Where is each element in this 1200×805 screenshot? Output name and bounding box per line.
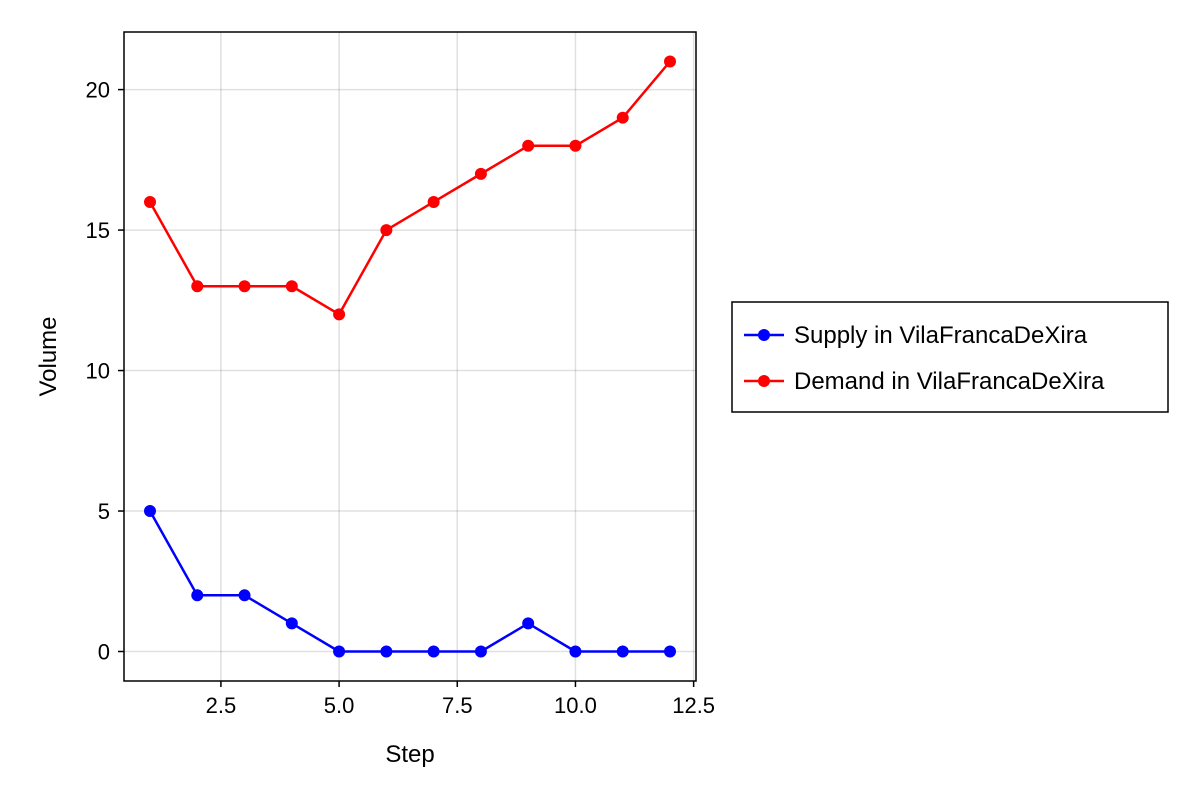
data-point <box>427 645 440 658</box>
data-point <box>285 280 298 293</box>
data-point <box>616 645 629 658</box>
series-layer <box>144 55 676 658</box>
data-point <box>522 617 535 630</box>
data-point <box>616 111 629 124</box>
legend-label: Supply in VilaFrancaDeXira <box>794 322 1088 349</box>
x-tick-label: 7.5 <box>442 693 473 718</box>
data-point <box>144 505 156 518</box>
data-point <box>238 280 251 293</box>
ticks: 2.5 5.0 7.5 10.0 12.5 0 5 10 15 20 <box>86 78 716 718</box>
data-point <box>427 195 440 208</box>
y-tick-label: 0 <box>98 640 110 665</box>
data-point <box>569 645 582 658</box>
x-tick-label: 10.0 <box>554 693 597 718</box>
data-point <box>191 280 204 293</box>
data-point <box>333 308 346 321</box>
x-tick-label: 12.5 <box>672 693 715 718</box>
data-point <box>664 645 676 658</box>
legend: Supply in VilaFrancaDeXira Demand in Vila… <box>731 301 1169 413</box>
legend-item: Supply in VilaFrancaDeXira <box>744 322 1088 349</box>
y-tick-label: 20 <box>86 78 110 103</box>
data-point <box>474 167 487 180</box>
data-point <box>285 617 298 630</box>
series-1 <box>144 55 676 321</box>
y-tick-label: 10 <box>86 359 110 384</box>
data-point <box>664 55 676 68</box>
data-point <box>522 139 535 152</box>
data-point <box>474 645 487 658</box>
data-point <box>238 589 251 602</box>
series-0 <box>144 505 676 658</box>
series-line <box>148 60 671 316</box>
data-point <box>380 645 393 658</box>
legend-box <box>731 301 1169 413</box>
legend-swatch-marker <box>758 375 770 387</box>
y-tick-label: 5 <box>98 499 110 524</box>
legend-item: Demand in VilaFrancaDeXira <box>744 368 1105 395</box>
x-axis-label: Step <box>385 741 434 768</box>
data-point <box>191 589 204 602</box>
grid <box>124 32 696 681</box>
y-axis-label: Volume <box>35 316 62 396</box>
x-tick-label: 2.5 <box>206 693 237 718</box>
plot-frame <box>123 31 697 682</box>
data-point <box>144 195 156 208</box>
data-point <box>333 645 346 658</box>
y-tick-label: 15 <box>86 218 110 243</box>
data-point <box>569 139 582 152</box>
series-line <box>148 510 670 653</box>
legend-label: Demand in VilaFrancaDeXira <box>794 368 1105 395</box>
legend-swatch-marker <box>758 329 770 341</box>
x-tick-label: 5.0 <box>324 693 355 718</box>
data-point <box>380 224 393 237</box>
